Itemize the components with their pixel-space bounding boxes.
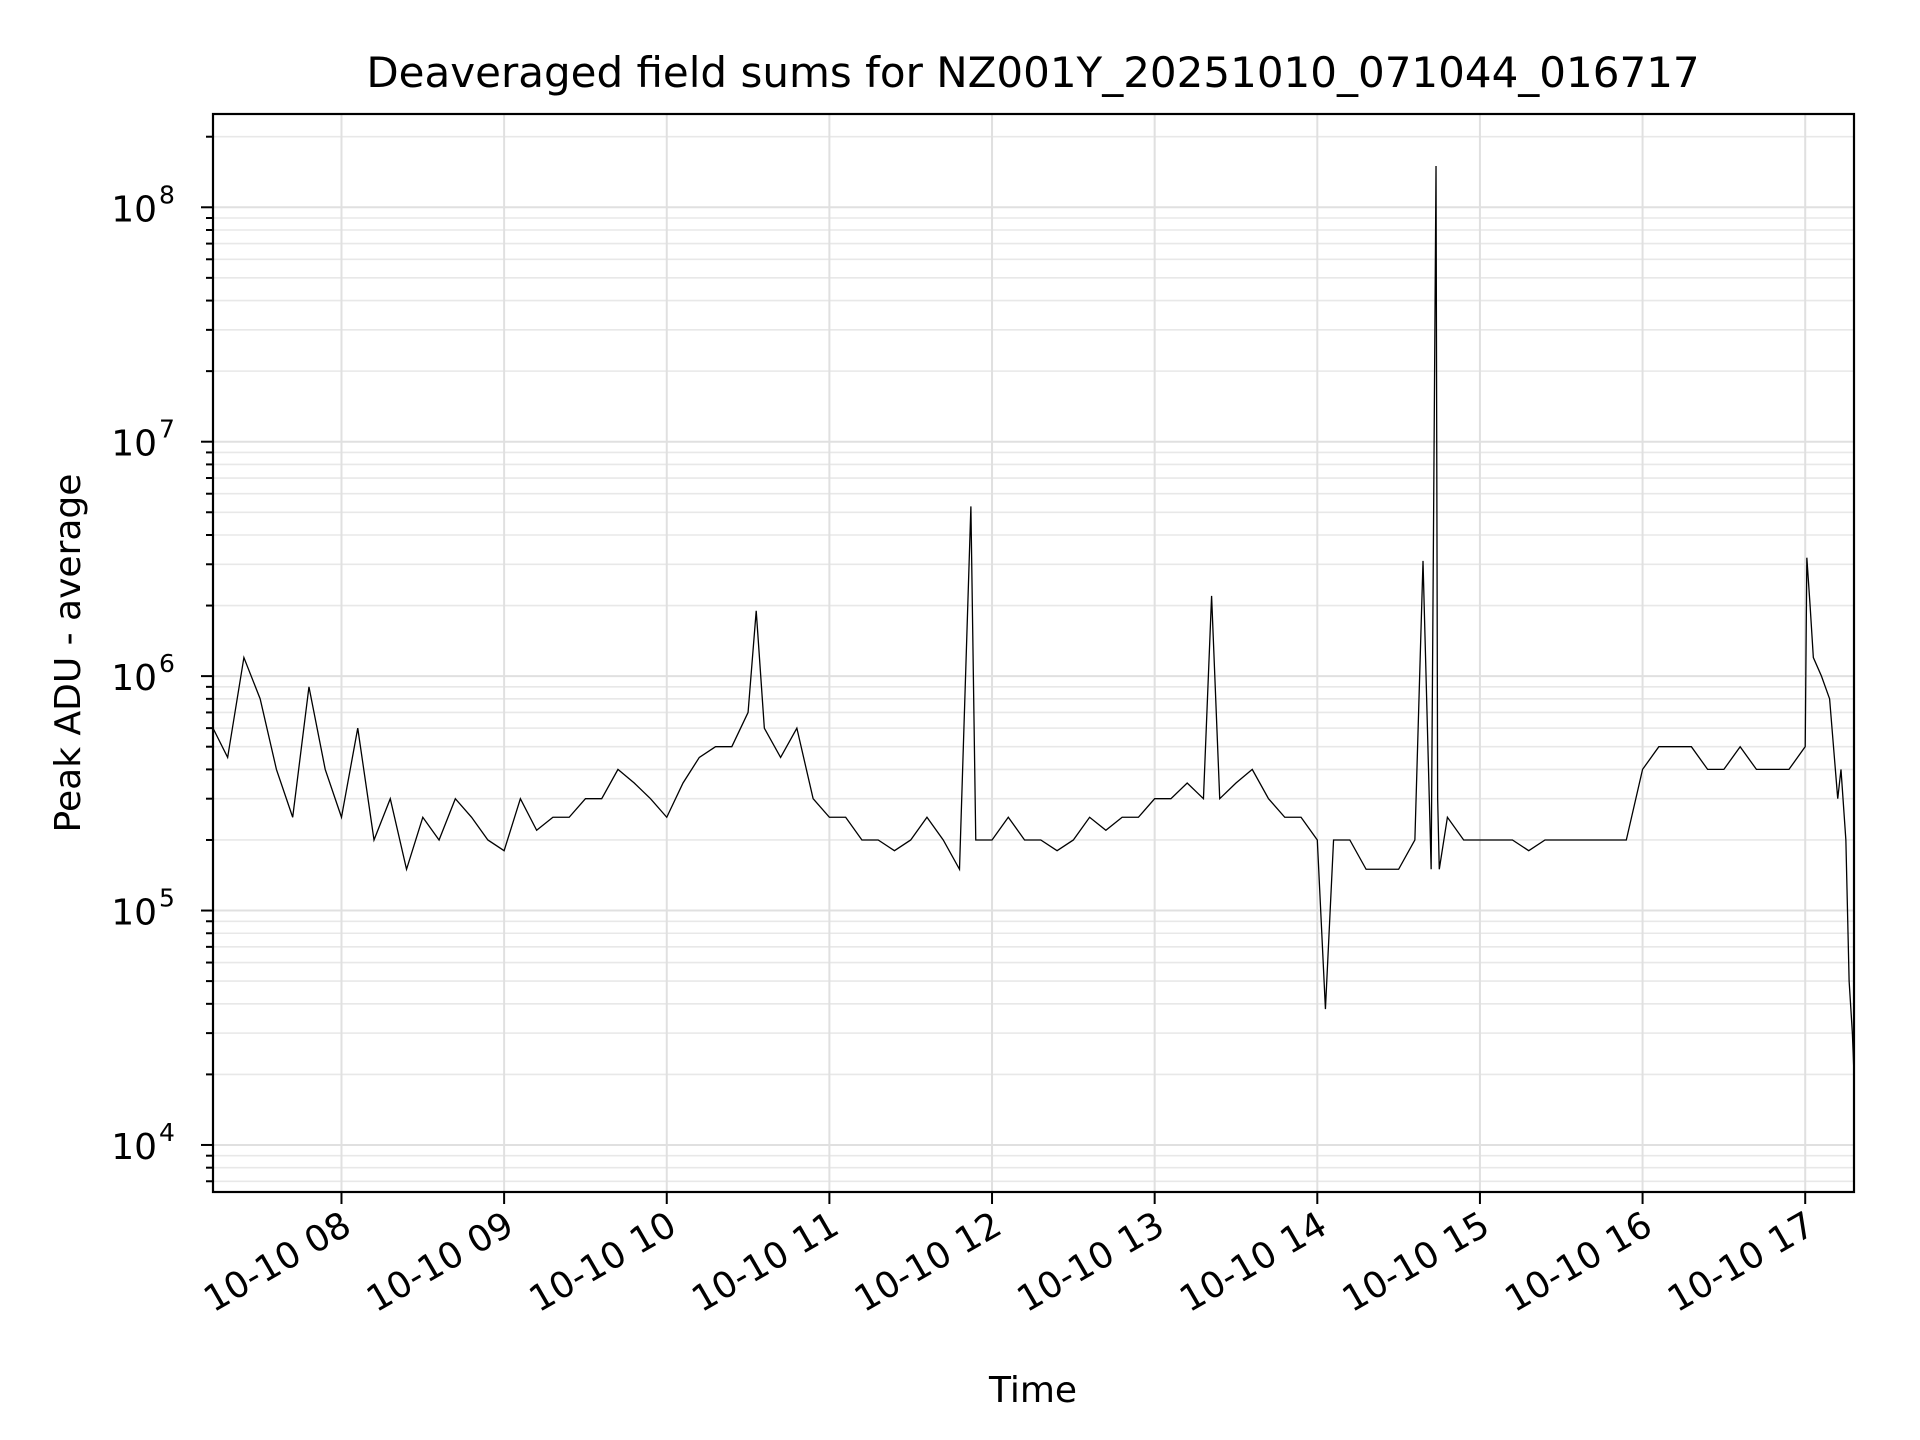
y-tick-label: 10 (111, 1127, 157, 1168)
series-layer (212, 166, 1855, 1075)
plot-area (213, 114, 1854, 1192)
major-gridlines (213, 114, 1854, 1192)
axes-frame (211, 112, 1856, 1194)
y-tick-exponent: 5 (159, 884, 175, 913)
x-axis-label: Time (988, 1370, 1077, 1411)
y-tick-exponent: 7 (159, 415, 175, 444)
y-tick-exponent: 8 (159, 180, 175, 209)
y-tick-label: 10 (111, 893, 157, 934)
minor-gridlines (213, 135, 1854, 1183)
y-tick-label: 10 (111, 424, 157, 465)
chart-title: Deaveraged field sums for NZ001Y_2025101… (366, 48, 1699, 97)
y-tick-exponent: 6 (159, 649, 175, 678)
y-axis-label: Peak ADU - average (48, 474, 89, 833)
series-line (212, 166, 1855, 1075)
y-tick-label: 10 (111, 189, 157, 230)
y-tick-exponent: 4 (159, 1118, 175, 1147)
y-tick-label: 10 (111, 658, 157, 699)
